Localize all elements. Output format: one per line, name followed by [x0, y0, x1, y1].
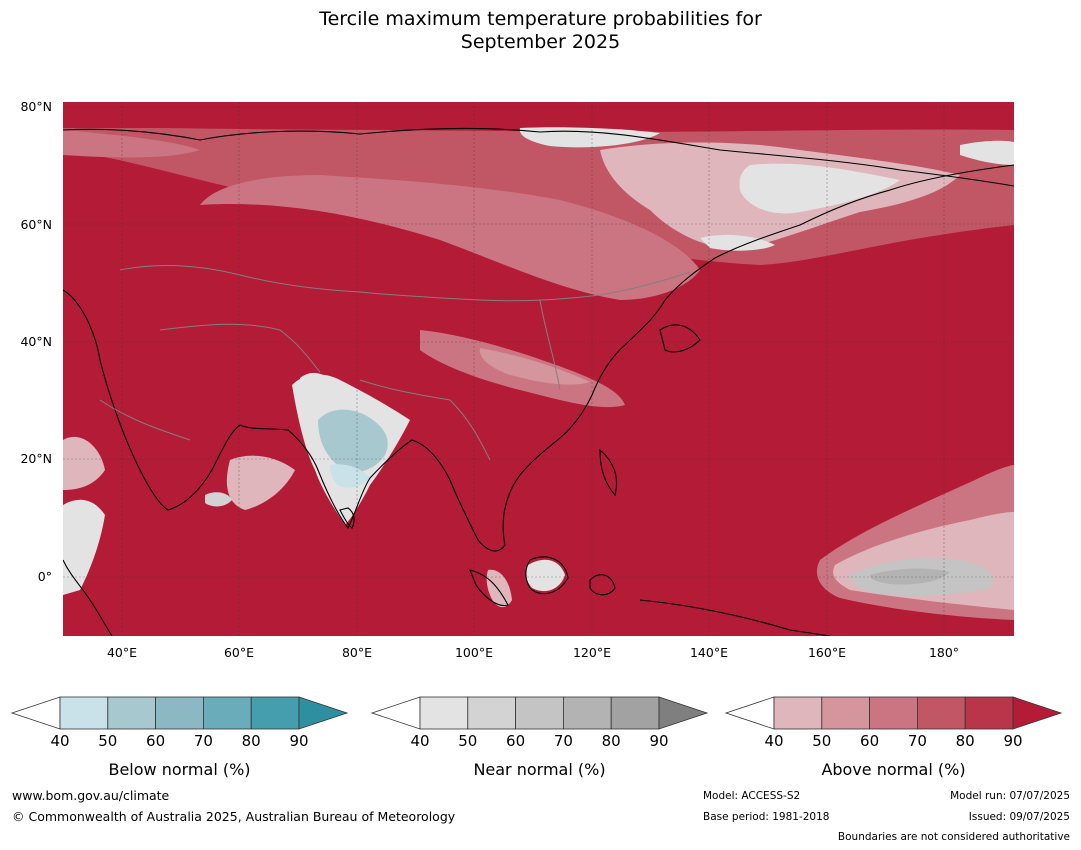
near-normal-40-50-region [525, 559, 565, 592]
near-normal-40-50-region [63, 499, 105, 595]
near-normal-colorbar-tick: 80 [602, 732, 621, 750]
lon-label-120e: 120°E [573, 645, 611, 660]
website-link[interactable]: www.bom.gov.au/climate [12, 788, 170, 803]
near-normal-colorbar-extend-low [370, 696, 421, 730]
above-normal-colorbar-bin [964, 696, 1014, 730]
country-boundaries [99, 264, 691, 461]
below-normal-50-60-region [318, 409, 388, 472]
coastlines [63, 127, 1014, 636]
below-normal-colorbar-extend-low [10, 696, 61, 730]
graticule [63, 102, 1014, 636]
near-normal-colorbar-label: Near normal (%) [473, 760, 605, 779]
near-normal-colorbar-bin [515, 696, 564, 730]
near-normal-colorbar: 40 50 60 70 80 90 Near normal (%) [370, 696, 709, 779]
above-normal-50-60-region [63, 436, 105, 490]
lat-label-80n: 80°N [20, 99, 52, 114]
above-normal-colorbar-tick: 50 [812, 732, 831, 750]
near-normal-colorbar-extend-high [658, 696, 709, 730]
lat-label-40n: 40°N [20, 334, 52, 349]
below-normal-colorbar-tick: 70 [194, 732, 213, 750]
below-normal-colorbar-bin [250, 696, 300, 730]
above-normal-50-60-region [486, 569, 512, 608]
chart-title: Tercile maximum temperature probabilitie… [319, 8, 762, 53]
below-normal-colorbar-tick: 50 [98, 732, 117, 750]
lat-label-20n: 20°N [20, 451, 52, 466]
near-normal-colorbar-bin [563, 696, 612, 730]
near-normal-colorbar-tick: 70 [554, 732, 573, 750]
above-normal-colorbar-bin [773, 696, 823, 730]
copyright-text: © Commonwealth of Australia 2025, Austra… [12, 809, 456, 824]
base-period-text: Base period: 1981-2018 [703, 811, 830, 823]
below-normal-colorbar-tick: 80 [242, 732, 261, 750]
below-normal-colorbar-bin [107, 696, 157, 730]
near-normal-40-50-region [300, 372, 330, 387]
longitude-labels: 40°E 60°E 80°E 100°E 120°E 140°E 160°E 1… [107, 645, 959, 660]
below-normal-colorbar-bin [155, 696, 204, 730]
near-normal-50-60-region [205, 492, 232, 507]
lon-label-60e: 60°E [224, 645, 254, 660]
near-normal-colorbar-tick: 60 [506, 732, 525, 750]
above-normal-colorbar-extend-low [724, 696, 775, 730]
above-normal-colorbar-tick: 80 [956, 732, 975, 750]
near-normal-40-50-region [960, 140, 1014, 165]
below-normal-colorbar-bin [202, 696, 252, 730]
lon-label-140e: 140°E [690, 645, 728, 660]
below-normal-colorbar: 40 50 60 70 80 90 Below normal (%) [10, 696, 349, 779]
above-normal-colorbar-tick: 40 [764, 732, 783, 750]
lon-label-80e: 80°E [342, 645, 372, 660]
below-normal-colorbar-extend-high [298, 696, 349, 730]
colorbars: 40 50 60 70 80 90 Below normal (%) 40 50 60 70 80 90… [10, 696, 1063, 779]
above-normal-colorbar-bin [869, 696, 918, 730]
model-text: Model: ACCESS-S2 [703, 790, 801, 802]
below-normal-colorbar-tick: 40 [50, 732, 69, 750]
above-normal-colorbar-tick: 70 [908, 732, 927, 750]
below-normal-40-50-region [330, 464, 370, 488]
above-normal-colorbar-bin [917, 696, 966, 730]
above-normal-colorbar-tick: 90 [1003, 732, 1022, 750]
near-normal-colorbar-tick: 90 [649, 732, 668, 750]
above-normal-colorbar-label: Above normal (%) [821, 760, 965, 779]
map-panel [63, 102, 1014, 636]
above-normal-colorbar-bin [821, 696, 870, 730]
above-normal-60-70-region [200, 175, 700, 300]
near-normal-colorbar-tick: 40 [410, 732, 429, 750]
disclaimer-text: Boundaries are not considered authoritat… [837, 831, 1070, 843]
above-normal-colorbar-extend-high [1012, 696, 1063, 730]
lat-label-60n: 60°N [20, 217, 52, 232]
below-normal-colorbar-tick: 60 [146, 732, 165, 750]
above-normal-colorbar: 40 50 60 70 80 90 Above normal (%) [724, 696, 1063, 779]
lat-label-equator: 0° [38, 569, 52, 584]
near-normal-colorbar-tick: 50 [458, 732, 477, 750]
above-normal-50-60-region [479, 348, 590, 385]
near-normal-colorbar-bin [610, 696, 660, 730]
above-normal-50-60-region [226, 455, 295, 510]
lon-label-100e: 100°E [455, 645, 493, 660]
model-run-text: Model run: 07/07/2025 [950, 790, 1070, 802]
below-normal-colorbar-label: Below normal (%) [108, 760, 250, 779]
near-normal-colorbar-bin [467, 696, 516, 730]
latitude-labels: 80°N 60°N 40°N 20°N 0° [20, 99, 52, 584]
above-normal-colorbar-tick: 60 [860, 732, 879, 750]
issued-text: Issued: 09/07/2025 [968, 811, 1070, 823]
near-normal-40-50-region [519, 127, 660, 148]
near-normal-70-80-region [870, 568, 950, 585]
lon-label-40e: 40°E [107, 645, 137, 660]
near-normal-40-50-region [739, 163, 900, 214]
lon-label-160e: 160°E [808, 645, 846, 660]
above-normal-60-70-region [63, 130, 200, 158]
below-normal-colorbar-tick: 90 [289, 732, 308, 750]
near-normal-colorbar-bin [419, 696, 469, 730]
below-normal-colorbar-bin [59, 696, 109, 730]
lon-label-180: 180° [929, 645, 959, 660]
near-normal-40-50-region [700, 234, 775, 251]
